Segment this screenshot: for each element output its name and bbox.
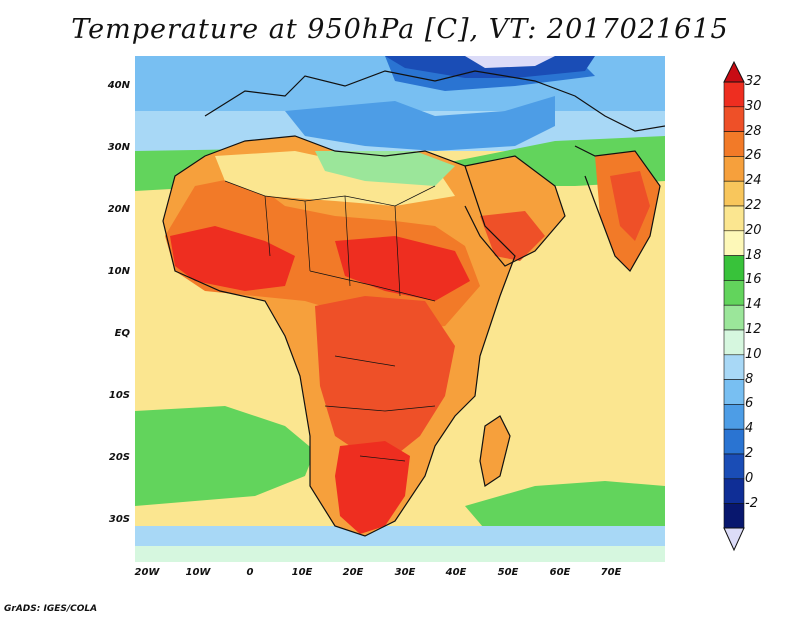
- colorbar-label: 22: [745, 198, 762, 213]
- arabia-coastline: [464, 155, 566, 267]
- lat-label: EQ: [114, 328, 130, 339]
- lat-label: 10N: [107, 266, 130, 277]
- europe-coastline: [204, 70, 665, 132]
- madagascar-coastline: [479, 415, 511, 487]
- lon-label: 60E: [549, 567, 571, 578]
- country-borders: [224, 180, 436, 462]
- colorbar-label: 2: [745, 446, 754, 461]
- map-frame: [135, 56, 665, 562]
- credit-text: GrADS: IGES/COLA: [4, 604, 98, 614]
- arabia-hot: [480, 211, 545, 261]
- colorbar-label: 8: [745, 371, 754, 387]
- colorbar-cells: [723, 81, 745, 529]
- colorbar-cell: [723, 379, 745, 405]
- chart-title: Temperature at 950hPa [C], VT: 201702161…: [71, 14, 729, 45]
- sahara-mild: [215, 151, 455, 206]
- lon-label: 20W: [134, 567, 160, 578]
- lon-label: 40E: [445, 567, 467, 578]
- colorbar-label: 30: [745, 98, 762, 114]
- colorbar-cell: [723, 329, 745, 356]
- africa-coastline: [162, 135, 516, 537]
- colorbar-label: 4: [745, 421, 754, 437]
- mediterranean-cold: [285, 96, 555, 151]
- madagascar: [480, 416, 510, 486]
- colorbar-label: 28: [745, 123, 762, 139]
- colorbar-top-arrow: [723, 60, 745, 83]
- south-cooler-band: [135, 546, 665, 562]
- lat-label: 30S: [108, 514, 130, 525]
- lon-label: 10E: [291, 567, 313, 578]
- west-africa-hot: [170, 226, 295, 291]
- colorbar-cell: [723, 131, 745, 157]
- lat-label: 30N: [107, 142, 130, 153]
- south-green-band: [135, 406, 315, 506]
- india-coastline: [574, 145, 661, 272]
- colorbar-cell: [723, 81, 745, 108]
- colorbar-label: 14: [745, 297, 762, 313]
- india-hot: [610, 171, 650, 241]
- colorbar-cell: [723, 205, 745, 232]
- lat-label: 40N: [107, 80, 130, 91]
- egypt-green: [315, 151, 455, 186]
- temperature-map: [135, 56, 665, 562]
- colorbar-label: 24: [745, 173, 762, 189]
- colorbar-cell: [723, 255, 745, 281]
- deep-cold-patch: [465, 56, 555, 68]
- colorbar-cell: [723, 304, 745, 331]
- lon-label: 0: [246, 567, 254, 578]
- colorbar: [723, 60, 745, 552]
- lat-label: 20S: [108, 452, 130, 463]
- lon-label: 20E: [342, 567, 364, 578]
- colorbar-label: 6: [745, 396, 754, 412]
- colorbar-cell: [723, 503, 745, 529]
- colorbar-label: 10: [745, 346, 762, 362]
- lon-label: 30E: [394, 567, 416, 578]
- colorbar-cell: [723, 404, 745, 430]
- lon-label: 10W: [185, 567, 211, 578]
- colorbar-label: 20: [745, 222, 762, 238]
- south-africa-hot: [335, 441, 410, 534]
- colorbar-cell: [723, 453, 745, 480]
- colorbar-cell: [723, 354, 745, 380]
- colorbar-cell: [723, 156, 745, 182]
- colorbar-label: 12: [745, 322, 762, 337]
- colorbar-cell: [723, 280, 745, 306]
- lon-label: 50E: [497, 567, 519, 578]
- lat-label: 10S: [108, 390, 130, 401]
- colorbar-label: 16: [745, 272, 762, 288]
- colorbar-cell: [723, 478, 745, 504]
- colorbar-label: 0: [745, 470, 754, 486]
- colorbar-label: 32: [745, 74, 762, 89]
- colorbar-label: 26: [745, 148, 762, 164]
- colorbar-bottom-arrow: [723, 527, 745, 552]
- colorbar-cell: [723, 230, 745, 256]
- colorbar-cell: [723, 180, 745, 207]
- central-hot: [315, 296, 455, 456]
- colorbar-cell: [723, 106, 745, 132]
- colorbar-cell: [723, 428, 745, 455]
- colorbar-label: 18: [745, 247, 762, 263]
- lat-label: 20N: [107, 204, 130, 215]
- lon-label: 70E: [600, 567, 622, 578]
- colorbar-label: -2: [745, 495, 758, 511]
